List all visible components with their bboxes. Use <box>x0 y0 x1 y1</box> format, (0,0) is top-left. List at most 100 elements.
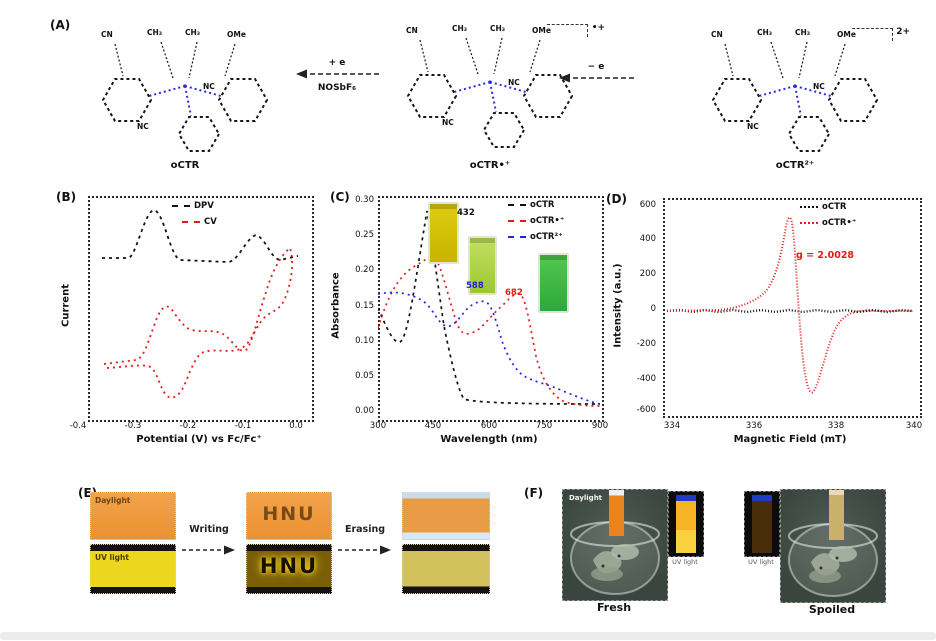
y-tick: 0.15 <box>355 301 374 311</box>
indicator-strip-fresh <box>609 490 624 536</box>
charge-bracket: •+ <box>547 23 605 37</box>
uv-strip-dark <box>752 495 772 553</box>
film-uv-blank: UV light <box>90 544 176 594</box>
writing-arrow-label: Writing <box>189 524 229 535</box>
epr-octr-radical-swatch-icon <box>800 222 818 224</box>
g-factor-annotation: g = 2.0028 <box>796 250 855 261</box>
substituent-label: OMe <box>837 30 856 39</box>
plot-d-ylabel: Intensity (a.u.) <box>612 263 624 348</box>
plot-c-legend-octr-dication: oCTR²⁺ <box>508 232 563 242</box>
substituent-label: NC <box>203 82 215 91</box>
arrow1-top-label: + e <box>328 58 346 68</box>
plot-b-frame <box>88 196 314 422</box>
y-tick: 0.10 <box>355 336 374 346</box>
plot-b-curves <box>102 209 299 399</box>
substituent-label: CH₃ <box>757 28 773 37</box>
arrow1-bottom-label: NOSbF₆ <box>317 83 357 93</box>
plot-b-legend-cv: CV <box>182 217 217 227</box>
plot-c-ylabel: Absorbance <box>330 272 342 339</box>
substituent-label: CH₃ <box>490 24 506 33</box>
legend-label: oCTR <box>822 202 847 212</box>
plot-c-legend-octr-radical: oCTR•⁺ <box>508 216 564 226</box>
plot-d-legend-octr-radical: oCTR•⁺ <box>800 218 856 228</box>
x-tick: 336 <box>745 421 763 431</box>
substituent-label: NC <box>442 118 454 127</box>
cuvette-yellow <box>428 202 459 264</box>
legend-label: oCTR•⁺ <box>530 216 565 226</box>
photo-tag: Daylight <box>569 494 603 502</box>
octr-radical-swatch-icon <box>508 220 526 222</box>
epr-octr-radical-curve <box>666 216 913 394</box>
legend-label: oCTR²⁺ <box>530 232 563 242</box>
substituent-label: NC <box>747 122 759 131</box>
y-tick: 600 <box>639 200 656 210</box>
legend-label: DPV <box>194 201 214 211</box>
compound-name-octr: oCTR <box>170 160 200 171</box>
uv-inset-fresh <box>668 491 704 557</box>
uv-inset-caption: UV light <box>672 558 698 566</box>
y-tick: -400 <box>636 374 656 384</box>
cuvette-green <box>538 253 569 313</box>
x-tick: 334 <box>663 421 681 431</box>
panel-a-label: (A) <box>50 18 71 32</box>
x-tick: -0.1 <box>234 421 252 431</box>
x-tick: -0.2 <box>179 421 197 431</box>
arrow-left-icon <box>296 69 379 79</box>
legend-label: oCTR <box>530 200 555 210</box>
written-text: HNU <box>259 554 319 578</box>
y-tick: 0.05 <box>355 371 374 381</box>
epr-octr-curve <box>666 308 914 314</box>
substituent-label: OMe <box>227 30 246 39</box>
x-tick: 450 <box>424 421 442 431</box>
film-daylight-blank: Daylight <box>90 492 176 540</box>
reaction-arrow-2: − e <box>556 62 636 87</box>
reaction-arrow-1: + e NOSbF₆ <box>293 58 381 93</box>
molecule-skeleton-icon <box>101 41 269 152</box>
panel-d-label: (D) <box>606 192 627 206</box>
legend-label: oCTR•⁺ <box>822 218 857 228</box>
x-tick: 600 <box>480 421 498 431</box>
peak-label-588: 588 <box>466 281 484 291</box>
y-tick: 0.00 <box>355 406 374 416</box>
panel-b-label: (B) <box>56 190 77 204</box>
y-tick: 0.25 <box>355 230 374 240</box>
caption-fresh: Fresh <box>596 601 632 614</box>
panel-c-label: (C) <box>330 190 350 204</box>
written-text: HNU <box>262 503 316 525</box>
film-tag: UV light <box>95 553 129 562</box>
substituent-label: CH₃ <box>147 28 163 37</box>
plot-d-frame <box>663 198 922 418</box>
bowl-shrimp-icon <box>788 523 878 597</box>
arrow-right-icon <box>182 545 235 555</box>
structure-octr-radical-cation: •+ CN CH₃ CH₃ OMe NC NC <box>390 22 605 157</box>
octr-dication-swatch-icon <box>508 236 526 238</box>
substituent-label: CH₃ <box>185 28 201 37</box>
arrow-left-icon <box>559 73 634 83</box>
y-tick: -600 <box>636 405 656 415</box>
molecule-skeleton-icon <box>711 41 879 152</box>
x-tick: 338 <box>827 421 845 431</box>
photo-spoiled-shrimp <box>780 489 886 603</box>
substituent-label: NC <box>137 122 149 131</box>
substituent-label: CH₃ <box>452 24 468 33</box>
charge-bracket: 2+ <box>852 27 910 41</box>
peak-label-432: 432 <box>457 208 475 218</box>
film-uv-written: HNU <box>246 544 332 594</box>
substituent-label: CH₃ <box>795 28 811 37</box>
page-divider <box>0 632 936 640</box>
y-tick: 0.20 <box>355 265 374 275</box>
epr-octr-swatch-icon <box>800 206 818 208</box>
y-tick: 200 <box>639 269 656 279</box>
plot-c-curves <box>378 210 600 407</box>
caption-spoiled: Spoiled <box>808 603 856 616</box>
film-uv-erased <box>402 544 490 594</box>
arrow-right-icon <box>338 545 391 555</box>
octr-radical-abs-curve <box>378 256 600 407</box>
octr-swatch-icon <box>508 204 526 206</box>
plot-d-curves <box>666 216 914 394</box>
charge-label: 2+ <box>896 27 910 37</box>
compound-name-octr-dication: oCTR²⁺ <box>775 160 815 171</box>
plot-d-xlabel: Magnetic Field (mT) <box>733 434 847 445</box>
substituent-label: NC <box>813 82 825 91</box>
charge-label: •+ <box>591 23 605 33</box>
